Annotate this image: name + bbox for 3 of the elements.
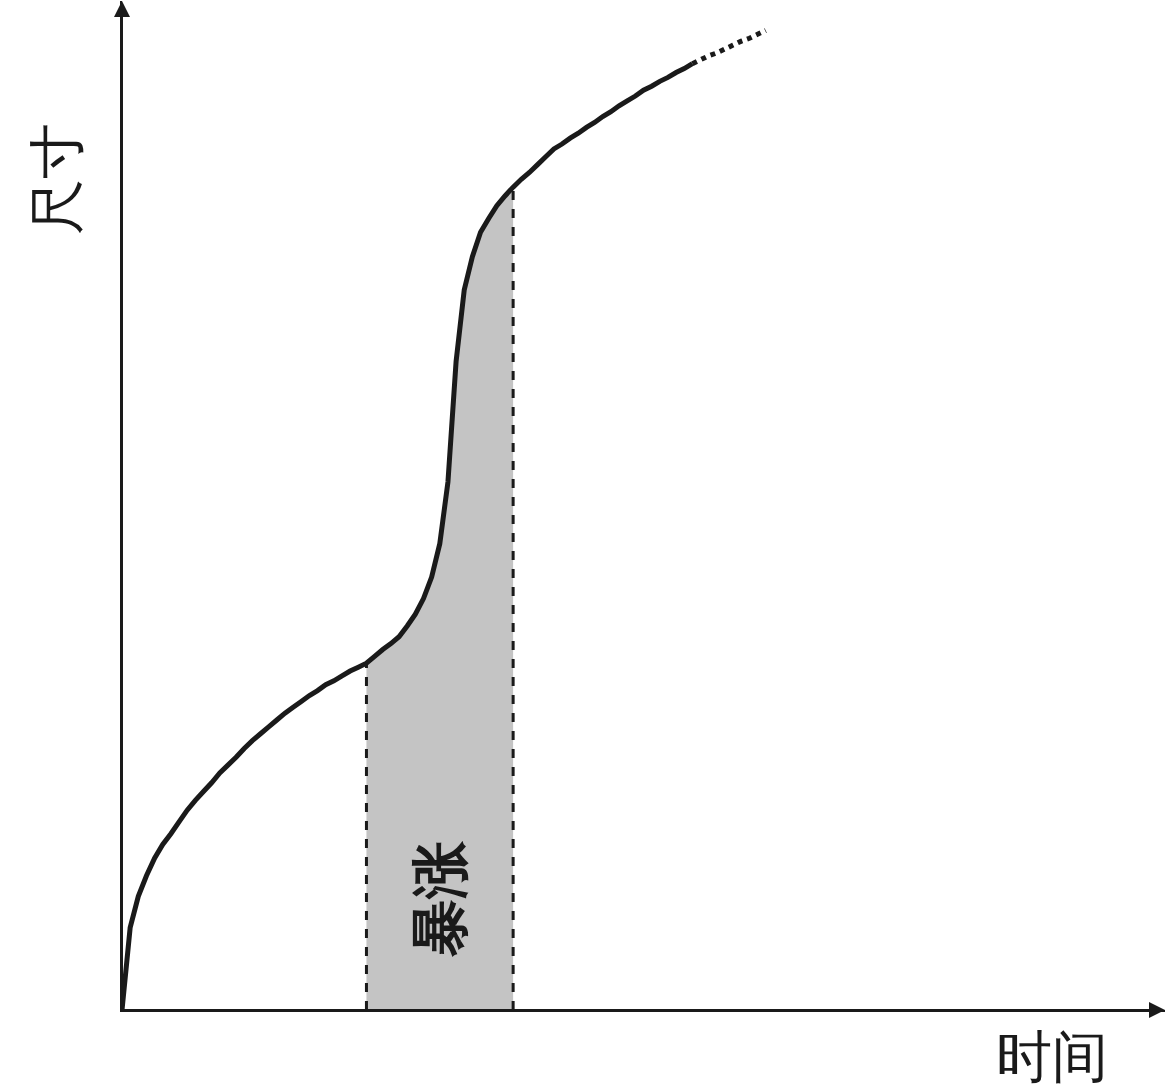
y-axis-title: 尺寸 xyxy=(23,122,89,235)
x-axis-title: 时间 xyxy=(996,1024,1108,1085)
series-label: 暴涨 xyxy=(405,839,474,958)
